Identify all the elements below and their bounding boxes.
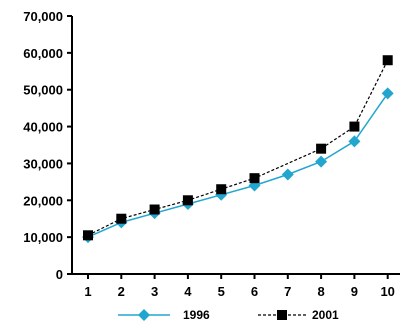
data-point-2001 [182, 195, 193, 206]
series-line-1996 [87, 92, 389, 238]
data-point-2001 [116, 213, 127, 224]
legend-marker-2001 [277, 310, 287, 320]
x-tick-label: 5 [218, 284, 225, 299]
legend: 1996 2001 [118, 308, 339, 322]
y-axis-ticks: 0 10,000 20,000 30,000 40,000 50,000 60,000 70,… [23, 9, 72, 282]
x-tick-label: 8 [317, 284, 324, 299]
y-tick-label: 60,000 [23, 46, 63, 61]
data-point-2001 [382, 55, 393, 66]
y-tick-label: 70,000 [23, 9, 63, 24]
data-point-1996 [381, 87, 394, 100]
y-tick-label: 10,000 [23, 230, 63, 245]
legend-item-1996: 1996 [118, 308, 210, 322]
x-tick-label: 6 [251, 284, 258, 299]
data-point-2001 [349, 121, 360, 132]
x-tick-label: 4 [184, 284, 192, 299]
x-tick-label: 2 [118, 284, 125, 299]
data-point-2001 [83, 230, 93, 241]
legend-item-2001: 2001 [258, 308, 339, 322]
y-tick-label: 50,000 [23, 83, 63, 98]
x-tick-label: 3 [151, 284, 158, 299]
y-tick-label: 30,000 [23, 156, 63, 171]
y-tick-label: 20,000 [23, 193, 63, 208]
data-point-2001 [249, 173, 260, 184]
legend-label-2001: 2001 [312, 308, 339, 322]
x-tick-label: 7 [284, 284, 291, 299]
series-lines [87, 59, 389, 238]
legend-marker-1996 [138, 309, 150, 321]
data-point-1996 [315, 155, 328, 168]
x-axis-ticks: 1 2 3 4 5 6 7 8 9 10 [84, 274, 395, 299]
legend-label-1996: 1996 [183, 308, 210, 322]
series-markers [82, 55, 394, 244]
data-point-1996 [348, 135, 361, 148]
chart-axes [71, 16, 400, 275]
data-point-2001 [316, 143, 327, 154]
x-tick-label: 1 [84, 284, 91, 299]
data-point-1996 [281, 168, 294, 181]
y-tick-label: 40,000 [23, 120, 63, 135]
x-tick-label: 9 [351, 284, 358, 299]
data-point-2001 [216, 184, 227, 195]
data-point-2001 [149, 204, 160, 215]
y-tick-label: 0 [56, 267, 63, 282]
x-tick-label: 10 [380, 284, 394, 299]
